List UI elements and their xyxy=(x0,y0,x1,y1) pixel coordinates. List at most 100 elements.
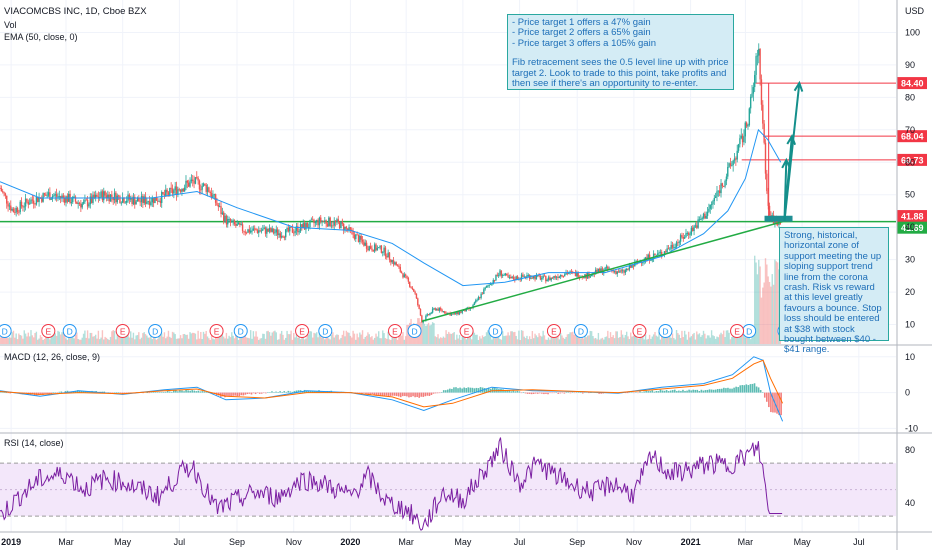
volume-bar xyxy=(510,331,512,344)
volume-bar xyxy=(516,339,519,344)
volume-bar xyxy=(271,332,273,344)
volume-bar xyxy=(251,338,253,344)
event-markers[interactable]: DDDDDDDDDDDEEEEEEEEEE xyxy=(0,324,813,338)
candle-body xyxy=(185,180,187,188)
volume-bar xyxy=(678,334,680,344)
macd-histogram-bar xyxy=(449,388,451,393)
volume-bar xyxy=(756,274,759,344)
candle-body xyxy=(395,262,397,266)
macd-histogram-bar xyxy=(40,392,42,395)
volume-bar xyxy=(90,332,93,344)
macd-histogram-bar xyxy=(477,388,480,393)
dividend-marker-letter: D xyxy=(411,327,417,337)
macd-histogram-bar xyxy=(671,390,674,393)
volume-bar xyxy=(745,337,748,344)
volume-bar xyxy=(147,337,149,344)
candle-body xyxy=(678,241,680,243)
volume-bar xyxy=(689,337,691,344)
macd-histogram-bar xyxy=(487,387,490,393)
volume-bar xyxy=(85,337,87,344)
arrow-head xyxy=(781,157,791,169)
macd-histogram-bar xyxy=(680,390,682,393)
candle-body xyxy=(340,221,342,229)
candle-body xyxy=(144,196,147,204)
volume-bar xyxy=(92,336,94,344)
volume-bar xyxy=(462,332,465,344)
volume-bar xyxy=(264,338,267,344)
volume-bar xyxy=(551,335,554,344)
macd-histogram-bar xyxy=(44,392,46,394)
candle-body xyxy=(355,234,357,239)
volume-bar xyxy=(390,339,392,344)
volume-bar xyxy=(701,335,703,344)
candle-body xyxy=(121,197,124,203)
volume-bar xyxy=(489,333,492,344)
volume-bar xyxy=(227,338,229,344)
macd-histogram-bar xyxy=(361,392,363,394)
drawings xyxy=(421,80,804,323)
arrow-head xyxy=(786,134,797,146)
volume-bar xyxy=(440,337,442,344)
volume-bar xyxy=(360,334,362,344)
volume-bar xyxy=(441,338,443,344)
candle-body xyxy=(632,265,635,267)
volume-bar xyxy=(562,337,565,344)
candle-body xyxy=(317,220,319,226)
volume-bar xyxy=(41,337,43,344)
macd-histogram-bar xyxy=(103,391,106,393)
macd-histogram-bar xyxy=(716,389,719,393)
candle-body xyxy=(526,275,528,278)
volume-bar xyxy=(752,335,755,344)
candle-body xyxy=(489,284,492,286)
volume-bar xyxy=(642,330,644,344)
volume-bar xyxy=(290,330,292,344)
y-tick-label: 10 xyxy=(905,320,915,330)
x-tick-label: May xyxy=(794,537,812,547)
candle-body xyxy=(138,198,140,202)
volume-bar xyxy=(758,259,760,344)
volume-bar xyxy=(539,335,542,344)
volume-bar xyxy=(35,331,38,344)
candle-body xyxy=(704,213,706,219)
macd-histogram-bar xyxy=(665,390,668,393)
candle-body xyxy=(724,180,726,187)
candle-body xyxy=(745,122,748,127)
volume-bar xyxy=(431,322,434,344)
candle-body xyxy=(221,212,224,215)
candle-body xyxy=(54,194,56,196)
candle-body xyxy=(458,311,461,315)
candle-body xyxy=(256,230,259,233)
candle-body xyxy=(7,203,9,207)
volume-bar xyxy=(249,330,252,344)
volume-bar xyxy=(466,336,469,344)
support-note[interactable]: Strong, historical, horizontal zone of s… xyxy=(779,227,889,355)
volume-bar xyxy=(603,339,605,344)
candle-body xyxy=(336,219,338,222)
candle-body xyxy=(545,275,547,282)
candle-body xyxy=(96,194,98,197)
candle-body xyxy=(520,274,523,280)
candle-body xyxy=(81,203,83,208)
volume-bar xyxy=(369,337,372,344)
macd-histogram-bar xyxy=(250,392,253,395)
macd-histogram-bar xyxy=(5,392,7,394)
candle-body xyxy=(531,277,534,279)
macd-histogram-bar xyxy=(649,391,652,393)
candle-body xyxy=(151,197,153,203)
macd-histogram-bar xyxy=(647,391,650,393)
candle-body xyxy=(603,270,605,274)
volume-bar xyxy=(298,334,300,344)
volume-bar xyxy=(241,335,244,344)
targets-note[interactable]: - Price target 1 offers a 47% gain - Pri… xyxy=(507,14,734,90)
candle-body xyxy=(128,194,131,200)
volume-bar xyxy=(363,338,365,344)
volume-bar xyxy=(310,331,313,344)
volume-bar xyxy=(82,333,85,344)
volume-bar xyxy=(287,334,290,344)
macd-histogram-bar xyxy=(265,392,267,394)
macd-histogram-bar xyxy=(459,387,461,393)
volume-bar xyxy=(105,337,108,344)
macd-histogram-bar xyxy=(305,390,308,393)
macd-histogram-bar xyxy=(461,388,463,393)
